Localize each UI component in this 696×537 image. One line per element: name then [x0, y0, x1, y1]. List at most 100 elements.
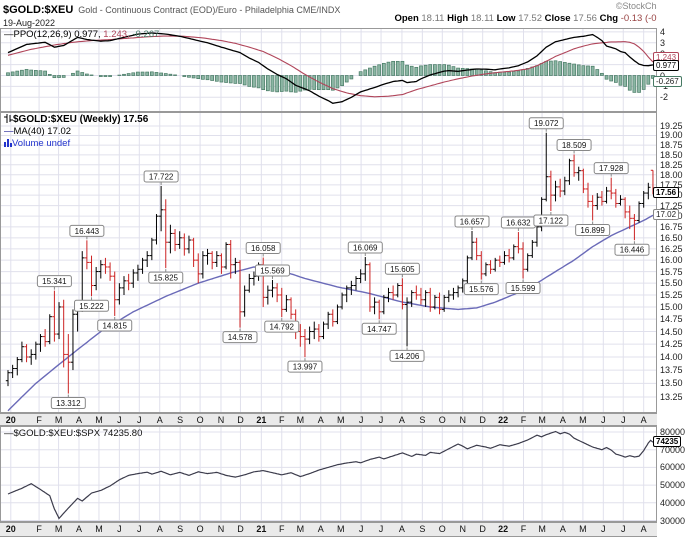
axis-tick: -2 — [660, 92, 669, 103]
axis-tick: 14.75 — [660, 314, 683, 325]
month-label: J — [621, 524, 626, 534]
close-value: 17.56 — [573, 13, 597, 24]
month-label: S — [419, 415, 426, 425]
month-label: N — [217, 524, 225, 534]
axis-tick: 18.75 — [660, 140, 683, 151]
axis-tick: 80000 — [660, 427, 686, 437]
month-label: O — [438, 415, 446, 425]
stockcharts-watermark[interactable]: ©StockCharts.com — [615, 1, 691, 11]
ratio-grid — [1, 426, 656, 522]
axis-tick: 13.50 — [660, 378, 683, 389]
chart-header: $GOLD:$XEU Gold - Continuous Contract (EO… — [0, 0, 696, 28]
axis-tick: 50000 — [660, 480, 686, 491]
svg-text:15.825: 15.825 — [154, 274, 179, 283]
axis-tick: 16.75 — [660, 221, 683, 232]
month-label: N — [459, 524, 466, 534]
month-label: M — [54, 415, 63, 425]
axis-tick: 70000 — [660, 444, 686, 455]
month-label: J — [358, 524, 364, 534]
svg-text:14.792: 14.792 — [270, 323, 295, 332]
axis-tick: 15.25 — [660, 289, 683, 300]
svg-text:16.632: 16.632 — [506, 219, 531, 228]
month-label: D — [237, 415, 244, 425]
svg-text:17.722: 17.722 — [149, 172, 174, 181]
month-label: 22 — [498, 415, 509, 425]
y-axis-gutter: 43210-1-219.2519.0018.7518.5018.2518.001… — [653, 0, 696, 537]
ratio-line — [7, 430, 654, 520]
low-label: Low — [496, 13, 516, 24]
axis-tick: 16.25 — [660, 243, 683, 254]
month-label: F — [520, 524, 527, 534]
month-label: D — [479, 524, 486, 534]
month-label: J — [378, 524, 384, 534]
month-label: A — [559, 415, 566, 425]
axis-tick: 13.25 — [660, 391, 683, 402]
ppo-indicator-panel — [0, 28, 657, 112]
svg-text:18.509: 18.509 — [562, 141, 587, 150]
month-label: 21 — [256, 524, 267, 534]
month-label: M — [296, 524, 305, 534]
x-axis-months-lower: 20 F M A M J J A S O N D 21 F M A M J J A S O N D 22 F M A M J J A — [0, 522, 657, 537]
high-label: High — [447, 13, 469, 24]
axis-value-box: 17.56 — [653, 186, 680, 198]
month-label: O — [196, 415, 204, 425]
axis-tick: 0 — [660, 71, 665, 81]
month-label: F — [279, 524, 285, 534]
axis-tick: 15.50 — [660, 278, 683, 289]
month-label: S — [419, 524, 426, 534]
month-label: M — [538, 415, 546, 425]
axis-value-box: 74235 — [653, 436, 682, 448]
month-label: A — [398, 524, 405, 534]
month-label: A — [156, 524, 163, 534]
month-label: J — [378, 415, 384, 425]
month-label: S — [177, 415, 184, 425]
svg-text:15.599: 15.599 — [511, 284, 536, 293]
svg-text:14.578: 14.578 — [228, 333, 253, 342]
axis-tick: 19.00 — [660, 130, 683, 141]
open-label: Open — [394, 13, 419, 24]
month-label: D — [237, 524, 244, 534]
month-label: J — [137, 415, 142, 425]
month-label: J — [117, 524, 122, 534]
high-value: 18.11 — [470, 13, 494, 24]
month-label: F — [279, 415, 285, 425]
ppo-line — [7, 32, 654, 104]
svg-text:14.206: 14.206 — [395, 352, 420, 361]
chg-label: Chg — [599, 13, 619, 24]
axis-tick: 16.00 — [660, 255, 683, 266]
svg-text:16.446: 16.446 — [620, 246, 645, 255]
month-label: 21 — [256, 415, 267, 425]
month-label: M — [336, 524, 345, 534]
symbol: $GOLD:$XEU — [3, 4, 74, 16]
quote-summary: Open 18.11 High 18.11 Low 17.52 Close 17… — [394, 13, 691, 24]
month-label: D — [479, 415, 486, 425]
svg-text:15.341: 15.341 — [42, 277, 67, 286]
month-label: F — [36, 415, 42, 425]
month-label: M — [336, 415, 345, 425]
svg-text:16.443: 16.443 — [75, 227, 100, 236]
month-label: M — [296, 415, 305, 425]
month-label: J — [601, 415, 606, 425]
svg-text:14.747: 14.747 — [367, 325, 392, 334]
open-value: 18.11 — [421, 13, 445, 24]
axis-tick: 60000 — [660, 462, 686, 473]
main-grid — [1, 112, 656, 413]
svg-text:16.069: 16.069 — [353, 244, 378, 253]
month-label: A — [640, 415, 647, 425]
month-label: O — [196, 524, 204, 534]
svg-text:16.657: 16.657 — [460, 217, 485, 226]
month-label: M — [54, 524, 63, 534]
month-label: A — [156, 415, 163, 425]
axis-tick: 15.00 — [660, 301, 683, 312]
month-label: 22 — [498, 524, 509, 534]
axis-value-box: -0.267 — [653, 76, 682, 88]
axis-tick: 19.25 — [660, 121, 683, 131]
close-label: Close — [544, 13, 571, 24]
main-price-panel: 15.341 13.312 16.443 15.222 14.815 17.722 15.8… — [0, 112, 657, 413]
svg-text:14.815: 14.815 — [102, 321, 127, 330]
month-label: A — [317, 415, 324, 425]
month-label: A — [75, 415, 82, 425]
svg-text:15.605: 15.605 — [390, 265, 415, 274]
low-value: 17.52 — [518, 13, 542, 24]
month-label: M — [579, 524, 587, 534]
